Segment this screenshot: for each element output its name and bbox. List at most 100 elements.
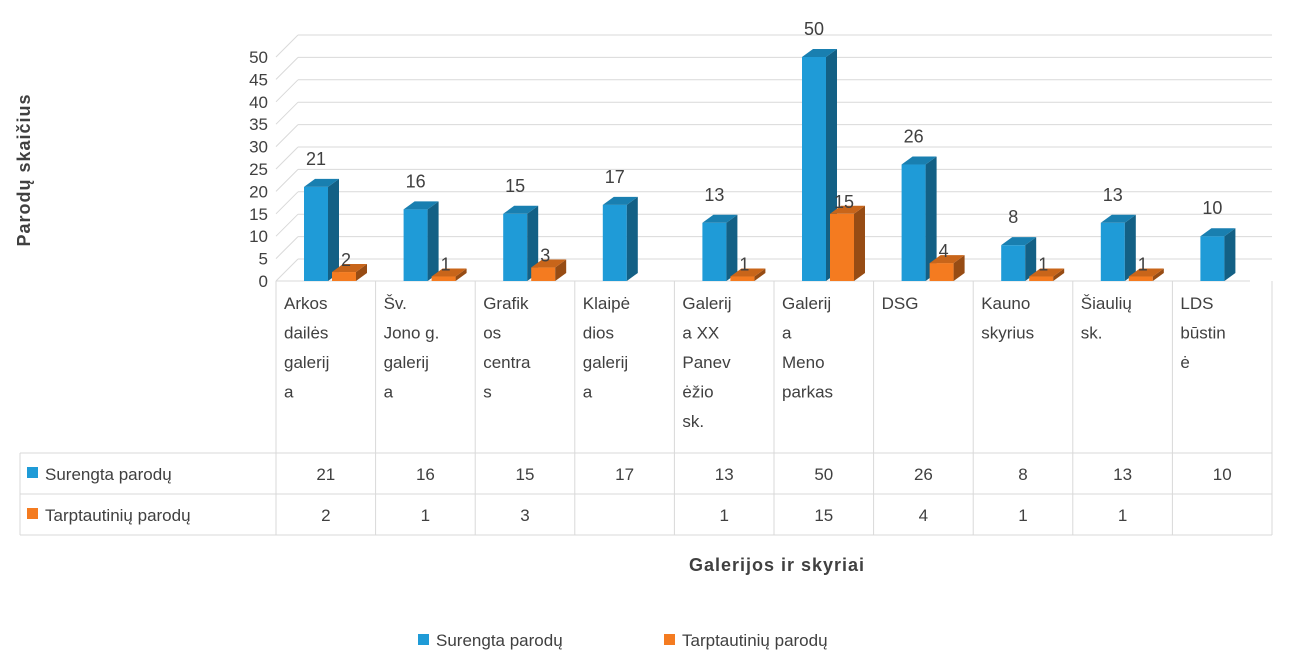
bar-front (901, 164, 926, 281)
table-cell: 13 (1113, 465, 1132, 484)
data-label: 1 (1138, 255, 1148, 275)
bar-front (531, 267, 556, 281)
bar-top (702, 214, 738, 223)
gridline (275, 191, 299, 215)
table-cell: 15 (516, 465, 535, 484)
category-label: Kauno (981, 294, 1030, 313)
bars (304, 49, 1236, 281)
y-axis-title: Parodų skaičius (14, 93, 34, 246)
bar-side (754, 268, 766, 281)
data-label: 21 (306, 149, 326, 169)
gridline (275, 34, 299, 58)
bar (1001, 237, 1037, 281)
y-tick-label: 10 (249, 227, 268, 246)
bar-front (1100, 222, 1125, 281)
bar-front (602, 204, 627, 281)
category-label: dailės (284, 324, 328, 343)
legend-label: Tarptautinių parodų (682, 631, 828, 650)
bar-front (1200, 236, 1225, 281)
x-axis-title: Galerijos ir skyriai (689, 555, 865, 575)
bar-side (925, 156, 937, 281)
table-cell: 50 (814, 465, 833, 484)
category-label: a XX (682, 324, 719, 343)
bar (802, 49, 837, 281)
bar-side (1025, 237, 1037, 281)
bar (503, 205, 539, 281)
table-series-key (27, 508, 38, 519)
data-label: 8 (1008, 207, 1018, 227)
data-label: 10 (1202, 198, 1222, 218)
y-tick-label: 30 (249, 138, 268, 157)
table-cell: 15 (814, 506, 833, 525)
bar-top (332, 264, 367, 273)
data-label: 2 (341, 250, 351, 270)
category-label: Arkos (284, 294, 327, 313)
data-label: 17 (605, 167, 625, 187)
category-label: a (782, 324, 792, 343)
category-label: dios (583, 324, 614, 343)
bar-front (830, 213, 854, 281)
category-label: LDS (1180, 294, 1213, 313)
category-label: Klaipė (583, 294, 630, 313)
table-cell: 1 (719, 506, 728, 525)
category-label: galerij (284, 353, 329, 372)
bar-top (431, 268, 467, 277)
y-tick-label: 0 (259, 272, 268, 291)
legend-label: Surengta parodų (436, 631, 563, 650)
bar (431, 268, 467, 281)
bar-top (730, 268, 766, 277)
gridlines (275, 34, 1272, 282)
category-label: galerij (583, 353, 628, 372)
category-label: skyrius (981, 324, 1034, 343)
bar-side (854, 205, 865, 281)
bar-top (802, 49, 837, 57)
gridline (275, 258, 299, 282)
category-label: sk. (682, 412, 704, 431)
category-label: s (483, 383, 492, 402)
gridline (275, 79, 299, 103)
bar (332, 264, 367, 281)
bar (403, 201, 439, 281)
bar-front (702, 222, 727, 281)
table-cell: 13 (715, 465, 734, 484)
category-label: Meno (782, 353, 825, 372)
gridline (275, 236, 299, 259)
data-label: 15 (834, 192, 854, 212)
legend-item: Tarptautinių parodų (664, 631, 828, 650)
bar (929, 255, 965, 281)
bar-top (830, 205, 865, 214)
bar (1029, 268, 1065, 281)
bar-side (626, 196, 638, 281)
table-cell: 4 (919, 506, 928, 525)
category-label: DSG (882, 294, 919, 313)
bar-front (1029, 276, 1054, 281)
bar-top (1200, 228, 1236, 237)
bar-front (431, 276, 456, 281)
y-tick-label: 15 (249, 205, 268, 224)
bar (702, 214, 738, 281)
category-label: Jono g. (384, 324, 440, 343)
y-tick-label: 5 (259, 250, 268, 269)
bar (1100, 214, 1136, 281)
category-label: Grafik (483, 294, 529, 313)
category-label: būstin (1180, 324, 1225, 343)
bar-side (527, 205, 539, 281)
table-row-header: Tarptautinių parodų (45, 506, 191, 525)
table-series-key (27, 467, 38, 478)
table-row-header: Surengta parodų (45, 465, 172, 484)
data-table: Arkos dailės galerij a Šv. Jono g. galerij a Gra… (19, 281, 1273, 536)
y-tick-label: 40 (249, 93, 268, 112)
bar-top (602, 196, 638, 205)
bar-top (1001, 237, 1037, 246)
bar-front (1001, 245, 1026, 281)
bar-top (304, 178, 339, 187)
bar-side (555, 259, 567, 281)
table-cell: 1 (1018, 506, 1027, 525)
y-tick-label: 50 (249, 48, 268, 67)
category-label: Panev (682, 353, 731, 372)
bar-top (901, 156, 937, 165)
table-cell: 1 (1118, 506, 1127, 525)
bar-top (403, 201, 439, 210)
data-label: 16 (406, 171, 426, 191)
